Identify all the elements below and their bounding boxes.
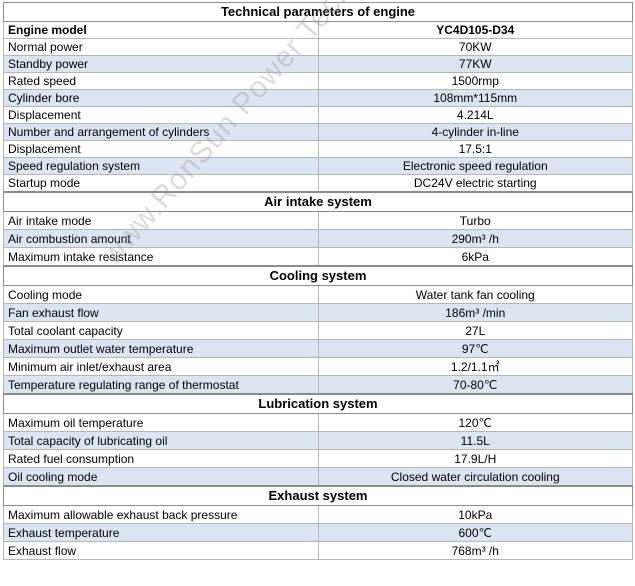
param-value: 17.5:1 xyxy=(317,140,633,158)
table-row: Air combustion amount 290m³ /h xyxy=(3,229,633,248)
param-value: 70-80℃ xyxy=(317,375,633,395)
section-heading: Lubrication system xyxy=(3,393,633,414)
param-value: 108mm*115mm xyxy=(317,89,633,107)
table-title-row: Technical parameters of engine xyxy=(3,2,633,22)
param-label: Exhaust temperature xyxy=(3,523,319,542)
param-value: 11.5L xyxy=(317,431,633,450)
section-heading: Cooling system xyxy=(3,265,633,286)
param-label: Minimum air inlet/exhaust area xyxy=(3,357,319,376)
table-row: Exhaust flow 768m³ /h xyxy=(3,541,633,560)
table-row: Normal power 70KW xyxy=(3,38,633,56)
section-row: Lubrication system xyxy=(3,393,633,414)
param-label: Air intake mode xyxy=(3,211,319,230)
table-row: Temperature regulating range of thermost… xyxy=(3,375,633,395)
engine-model-label: Engine model xyxy=(3,21,319,39)
param-label: Rated speed xyxy=(3,72,319,90)
param-value: DC24V electric starting xyxy=(317,174,633,193)
param-label: Fan exhaust flow xyxy=(3,303,319,322)
param-label: Maximum intake resistance xyxy=(3,247,319,267)
table-row: Displacement 17.5:1 xyxy=(3,140,633,158)
param-label: Rated fuel consumption xyxy=(3,449,319,468)
param-label: Maximum oil temperature xyxy=(3,413,319,432)
section-row: Cooling system xyxy=(3,265,633,286)
param-value: 600℃ xyxy=(317,523,633,542)
section-row: Exhaust system xyxy=(3,485,633,506)
engine-spec-table: Technical parameters of engine Engine mo… xyxy=(3,2,633,560)
param-value: 70KW xyxy=(317,38,633,56)
param-value: 290m³ /h xyxy=(317,229,633,248)
param-label: Number and arrangement of cylinders xyxy=(3,123,319,141)
section-heading: Air intake system xyxy=(3,191,633,212)
param-label: Maximum allowable exhaust back pressure xyxy=(3,505,319,524)
param-value: 17.9L/H xyxy=(317,449,633,468)
param-value: Electronic speed regulation xyxy=(317,157,633,175)
param-value: Water tank fan cooling xyxy=(317,285,633,304)
engine-model-value: YC4D105-D34 xyxy=(317,21,633,39)
table-row: Oil cooling mode Closed water circulation… xyxy=(3,467,633,487)
table-row: Maximum oil temperature 120℃ xyxy=(3,413,633,432)
param-value: 77KW xyxy=(317,55,633,73)
param-label: Oil cooling mode xyxy=(3,467,319,487)
param-value: Turbo xyxy=(317,211,633,230)
param-value: 27L xyxy=(317,321,633,340)
param-value: 6kPa xyxy=(317,247,633,267)
param-label: Displacement xyxy=(3,106,319,124)
param-value: Closed water circulation cooling xyxy=(317,467,633,487)
table-row: Total coolant capacity 27L xyxy=(3,321,633,340)
param-value: 1.2/1.1㎡ xyxy=(317,357,633,376)
table-row: Displacement 4.214L xyxy=(3,106,633,124)
table-row: Speed regulation system Electronic speed … xyxy=(3,157,633,175)
param-value: 10kPa xyxy=(317,505,633,524)
table-row: Rated fuel consumption 17.9L/H xyxy=(3,449,633,468)
param-value: 4-cylinder in-line xyxy=(317,123,633,141)
section-heading: Exhaust system xyxy=(3,485,633,506)
param-value: 4.214L xyxy=(317,106,633,124)
param-label: Total coolant capacity xyxy=(3,321,319,340)
table-row: Maximum intake resistance 6kPa xyxy=(3,247,633,267)
param-label: Startup mode xyxy=(3,174,319,193)
table-row: Startup mode DC24V electric starting xyxy=(3,174,633,193)
table-row: Cooling mode Water tank fan cooling xyxy=(3,285,633,304)
table-row: Exhaust temperature 600℃ xyxy=(3,523,633,542)
table-row: Standby power 77KW xyxy=(3,55,633,73)
table-row: Cylinder bore 108mm*115mm xyxy=(3,89,633,107)
param-label: Temperature regulating range of thermost… xyxy=(3,375,319,395)
table-row: Rated speed 1500rmp xyxy=(3,72,633,90)
param-label: Air combustion amount xyxy=(3,229,319,248)
param-value: 120℃ xyxy=(317,413,633,432)
param-label: Total capacity of lubricating oil xyxy=(3,431,319,450)
param-label: Cylinder bore xyxy=(3,89,319,107)
table-row: Air intake mode Turbo xyxy=(3,211,633,230)
param-value: 186m³ /min xyxy=(317,303,633,322)
param-value: 768m³ /h xyxy=(317,541,633,560)
param-label: Normal power xyxy=(3,38,319,56)
param-label: Speed regulation system xyxy=(3,157,319,175)
table-row: Minimum air inlet/exhaust area 1.2/1.1㎡ xyxy=(3,357,633,376)
param-label: Maximum outlet water temperature xyxy=(3,339,319,358)
param-label: Cooling mode xyxy=(3,285,319,304)
param-value: 1500rmp xyxy=(317,72,633,90)
table-title: Technical parameters of engine xyxy=(3,2,633,22)
table-row: Maximum outlet water temperature 97℃ xyxy=(3,339,633,358)
table-row: Maximum allowable exhaust back pressure 1… xyxy=(3,505,633,524)
table-row: Total capacity of lubricating oil 11.5L xyxy=(3,431,633,450)
param-label: Displacement xyxy=(3,140,319,158)
param-label: Exhaust flow xyxy=(3,541,319,560)
param-value: 97℃ xyxy=(317,339,633,358)
section-row: Air intake system xyxy=(3,191,633,212)
table-row: Number and arrangement of cylinders 4-cyl… xyxy=(3,123,633,141)
param-label: Standby power xyxy=(3,55,319,73)
engine-model-row: Engine model YC4D105-D34 xyxy=(3,21,633,39)
table-row: Fan exhaust flow 186m³ /min xyxy=(3,303,633,322)
